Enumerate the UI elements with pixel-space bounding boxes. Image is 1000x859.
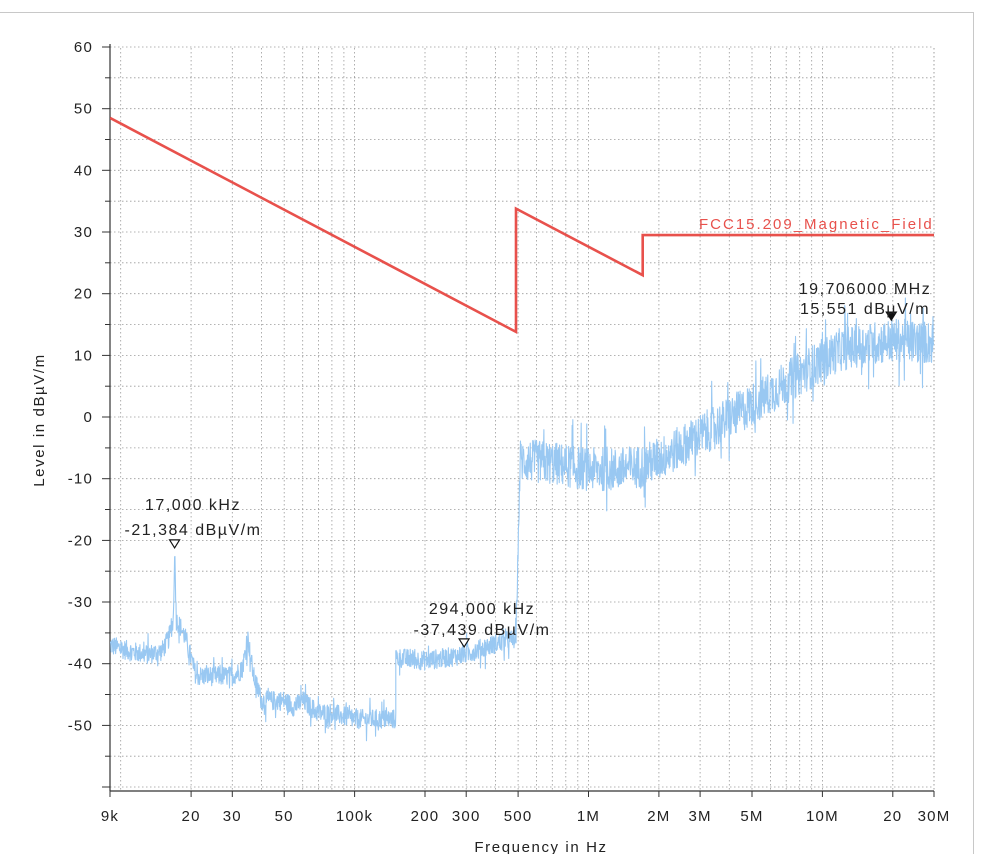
y-tick-label: -30 xyxy=(68,594,93,611)
marker-annotation: 294,000 kHz -37,439 dBµV/m xyxy=(414,601,551,649)
limit-line-label: FCC15.209_Magnetic_Field xyxy=(699,216,934,233)
x-tick-label: 30 xyxy=(223,808,242,825)
y-tick-label: 50 xyxy=(74,101,93,118)
x-tick-label: 20 xyxy=(883,808,902,825)
marker-annotation: 17,000 kHz -21,384 dBµV/m xyxy=(125,497,262,550)
y-tick-label: 60 xyxy=(74,39,93,56)
y-tick-label: 10 xyxy=(74,347,93,364)
marker-level-label: -37,439 dBµV/m xyxy=(414,622,551,639)
x-tick-label: 20 xyxy=(182,808,201,825)
marker-frequency-label: 19,706000 MHz xyxy=(799,281,931,298)
x-tick-label: 100k xyxy=(336,808,373,825)
frame-top-border xyxy=(0,12,974,13)
x-tick-label: 200 xyxy=(411,808,440,825)
marker-level-label: -21,384 dBµV/m xyxy=(125,522,262,539)
annotation-layer: 17,000 kHz -21,384 dBµV/m 294,000 kHz -37,4… xyxy=(125,281,931,649)
limit-label-layer: FCC15.209_Magnetic_Field xyxy=(699,216,934,233)
marker-triangle xyxy=(168,539,181,550)
frame-right-border xyxy=(973,12,974,854)
marker-triangle xyxy=(885,311,898,322)
series-layer xyxy=(110,116,934,742)
axes: 60 50 40 30 20 10 0 -10 -20 -30 -40 -50 9k 20 30 50 100k… xyxy=(68,39,951,825)
x-tick-label: 2M xyxy=(647,808,670,825)
x-tick-label: 1M xyxy=(577,808,600,825)
y-tick-label: 40 xyxy=(74,162,93,179)
y-tick-label: -40 xyxy=(68,656,93,673)
x-tick-label: 9k xyxy=(101,808,119,825)
y-axis-title: Level in dBµV/m xyxy=(31,353,48,487)
y-tick-label: 20 xyxy=(74,286,93,303)
marker-frequency-label: 17,000 kHz xyxy=(145,497,241,514)
y-tick-label: -20 xyxy=(68,532,93,549)
y-tick-label: 0 xyxy=(83,409,93,426)
y-tick-label: 30 xyxy=(74,224,93,241)
x-tick-label: 5M xyxy=(740,808,763,825)
marker-frequency-label: 294,000 kHz xyxy=(429,601,535,618)
x-tick-label: 50 xyxy=(275,808,294,825)
y-tick-label: -50 xyxy=(68,717,93,734)
x-tick-label: 3M xyxy=(688,808,711,825)
limit-line xyxy=(110,116,934,335)
x-tick-label: 10M xyxy=(806,808,839,825)
marker-annotation: 19,706000 MHz 15,551 dBµV/m xyxy=(799,281,931,322)
x-tick-label: 300 xyxy=(452,808,481,825)
x-axis-title: Frequency in Hz xyxy=(474,839,607,854)
x-tick-label: 500 xyxy=(504,808,533,825)
x-tick-label: 30M xyxy=(918,808,951,825)
y-tick-label: -10 xyxy=(68,471,93,488)
marker-level-label: 15,551 dBµV/m xyxy=(800,301,930,318)
measurement-trace xyxy=(110,297,934,742)
marker-triangle xyxy=(458,638,471,649)
